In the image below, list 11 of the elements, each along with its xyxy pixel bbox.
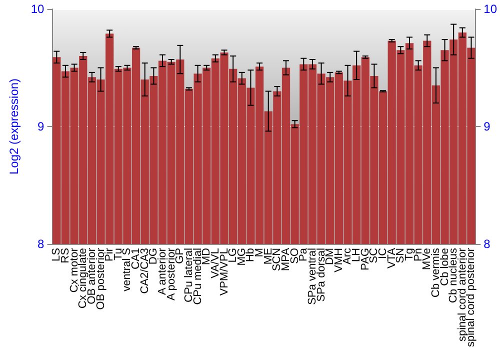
- y2-tick-label: 10: [484, 2, 498, 16]
- x-tick-label: A posterior: [165, 248, 178, 301]
- y-tick-label: 10: [30, 2, 45, 16]
- y-axis-title: Log2 (expression): [7, 78, 21, 175]
- y-tick-label: 8: [38, 236, 45, 251]
- y2-tick-label: 8: [484, 236, 491, 251]
- x-tick-label: RS: [59, 248, 72, 264]
- y-tick-label: 9: [38, 119, 45, 134]
- x-tick-label: spinal cord posterior: [465, 248, 478, 348]
- x-tick-label: Tg: [403, 248, 416, 261]
- y2-tick-label: 9: [484, 119, 491, 134]
